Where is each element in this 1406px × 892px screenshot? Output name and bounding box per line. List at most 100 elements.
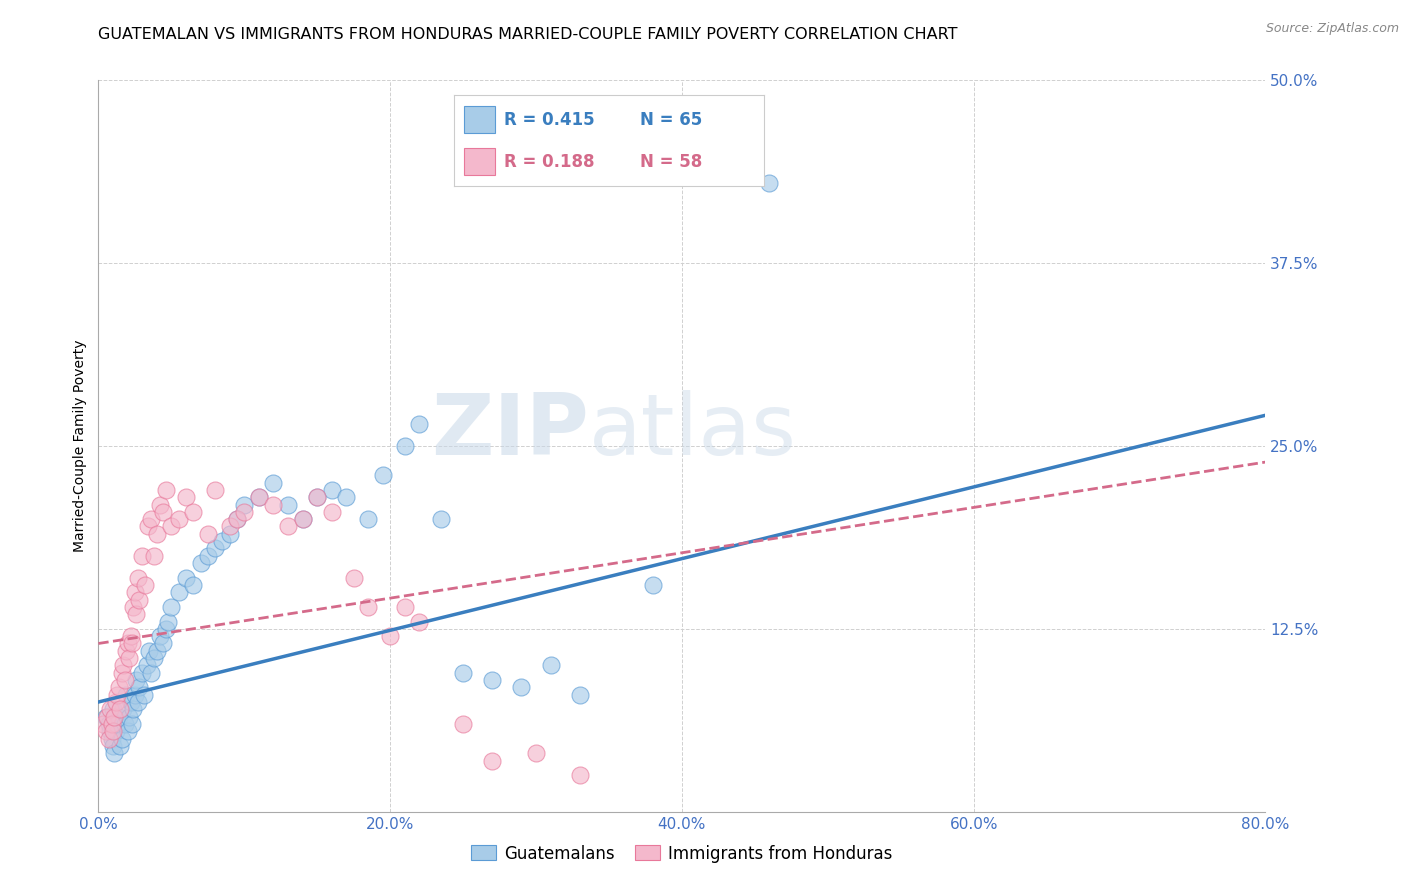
Point — [233, 498, 256, 512]
Point — [540, 658, 562, 673]
Point — [152, 505, 174, 519]
Point — [118, 651, 141, 665]
Point — [101, 739, 124, 753]
Point — [568, 688, 591, 702]
Point — [98, 724, 121, 739]
Point — [134, 578, 156, 592]
Point — [100, 731, 122, 746]
Point — [105, 717, 128, 731]
Point — [408, 417, 430, 431]
Point — [321, 505, 343, 519]
Point — [291, 512, 314, 526]
Point — [247, 490, 270, 504]
Point — [136, 519, 159, 533]
Text: Source: ZipAtlas.com: Source: ZipAtlas.com — [1265, 22, 1399, 36]
Point — [155, 483, 177, 497]
Point — [378, 629, 402, 643]
Point — [103, 709, 125, 723]
Text: atlas: atlas — [589, 390, 797, 473]
Point — [510, 681, 533, 695]
Point — [277, 498, 299, 512]
Point — [190, 556, 212, 570]
Text: GUATEMALAN VS IMMIGRANTS FROM HONDURAS MARRIED-COUPLE FAMILY POVERTY CORRELATION: GUATEMALAN VS IMMIGRANTS FROM HONDURAS M… — [98, 27, 957, 42]
Point — [451, 665, 474, 680]
Point — [758, 176, 780, 190]
Point — [211, 534, 233, 549]
Point — [131, 665, 153, 680]
Point — [121, 636, 143, 650]
Point — [641, 578, 664, 592]
Point — [481, 754, 503, 768]
Point — [101, 702, 124, 716]
Point — [111, 731, 134, 746]
Point — [568, 768, 591, 782]
Point — [357, 599, 380, 614]
Point — [91, 717, 114, 731]
Point — [114, 717, 136, 731]
Point — [167, 512, 190, 526]
Point — [157, 615, 180, 629]
Text: ZIP: ZIP — [430, 390, 589, 473]
Point — [262, 475, 284, 490]
Point — [104, 724, 127, 739]
Point — [335, 490, 357, 504]
Point — [430, 512, 453, 526]
Point — [98, 702, 121, 716]
Point — [146, 526, 169, 541]
Point — [125, 607, 148, 622]
Point — [122, 702, 145, 716]
Point — [181, 578, 204, 592]
Point — [142, 549, 165, 563]
Point — [233, 505, 256, 519]
Point — [197, 526, 219, 541]
Point — [112, 658, 135, 673]
Point — [110, 739, 132, 753]
Point — [408, 615, 430, 629]
Point — [174, 490, 197, 504]
Point — [277, 519, 299, 533]
Point — [204, 541, 226, 556]
Point — [105, 688, 128, 702]
Point — [124, 688, 146, 702]
Point — [125, 673, 148, 687]
Point — [131, 549, 153, 563]
Point — [146, 644, 169, 658]
Point — [122, 599, 145, 614]
Point — [247, 490, 270, 504]
Point — [103, 746, 125, 760]
Point — [94, 709, 117, 723]
Point — [524, 746, 547, 760]
Point — [120, 629, 142, 643]
Point — [155, 622, 177, 636]
Point — [218, 519, 240, 533]
Point — [97, 717, 120, 731]
Point — [138, 644, 160, 658]
Point — [108, 681, 131, 695]
Point — [149, 498, 172, 512]
Point — [152, 636, 174, 650]
Point — [110, 702, 132, 716]
Y-axis label: Married-Couple Family Poverty: Married-Couple Family Poverty — [73, 340, 87, 552]
Point — [181, 505, 204, 519]
Point — [394, 439, 416, 453]
Point — [114, 673, 136, 687]
Point — [307, 490, 329, 504]
Point — [226, 512, 249, 526]
Point — [394, 599, 416, 614]
Point — [115, 644, 138, 658]
Point — [104, 695, 127, 709]
Point — [481, 673, 503, 687]
Point — [127, 571, 149, 585]
Point — [100, 717, 122, 731]
Point — [197, 549, 219, 563]
Point — [121, 717, 143, 731]
Point — [357, 512, 380, 526]
Point — [108, 709, 131, 723]
Point — [167, 585, 190, 599]
Point — [94, 724, 117, 739]
Point — [135, 658, 157, 673]
Point — [111, 665, 134, 680]
Point — [262, 498, 284, 512]
Point — [112, 702, 135, 716]
Legend: Guatemalans, Immigrants from Honduras: Guatemalans, Immigrants from Honduras — [464, 838, 900, 869]
